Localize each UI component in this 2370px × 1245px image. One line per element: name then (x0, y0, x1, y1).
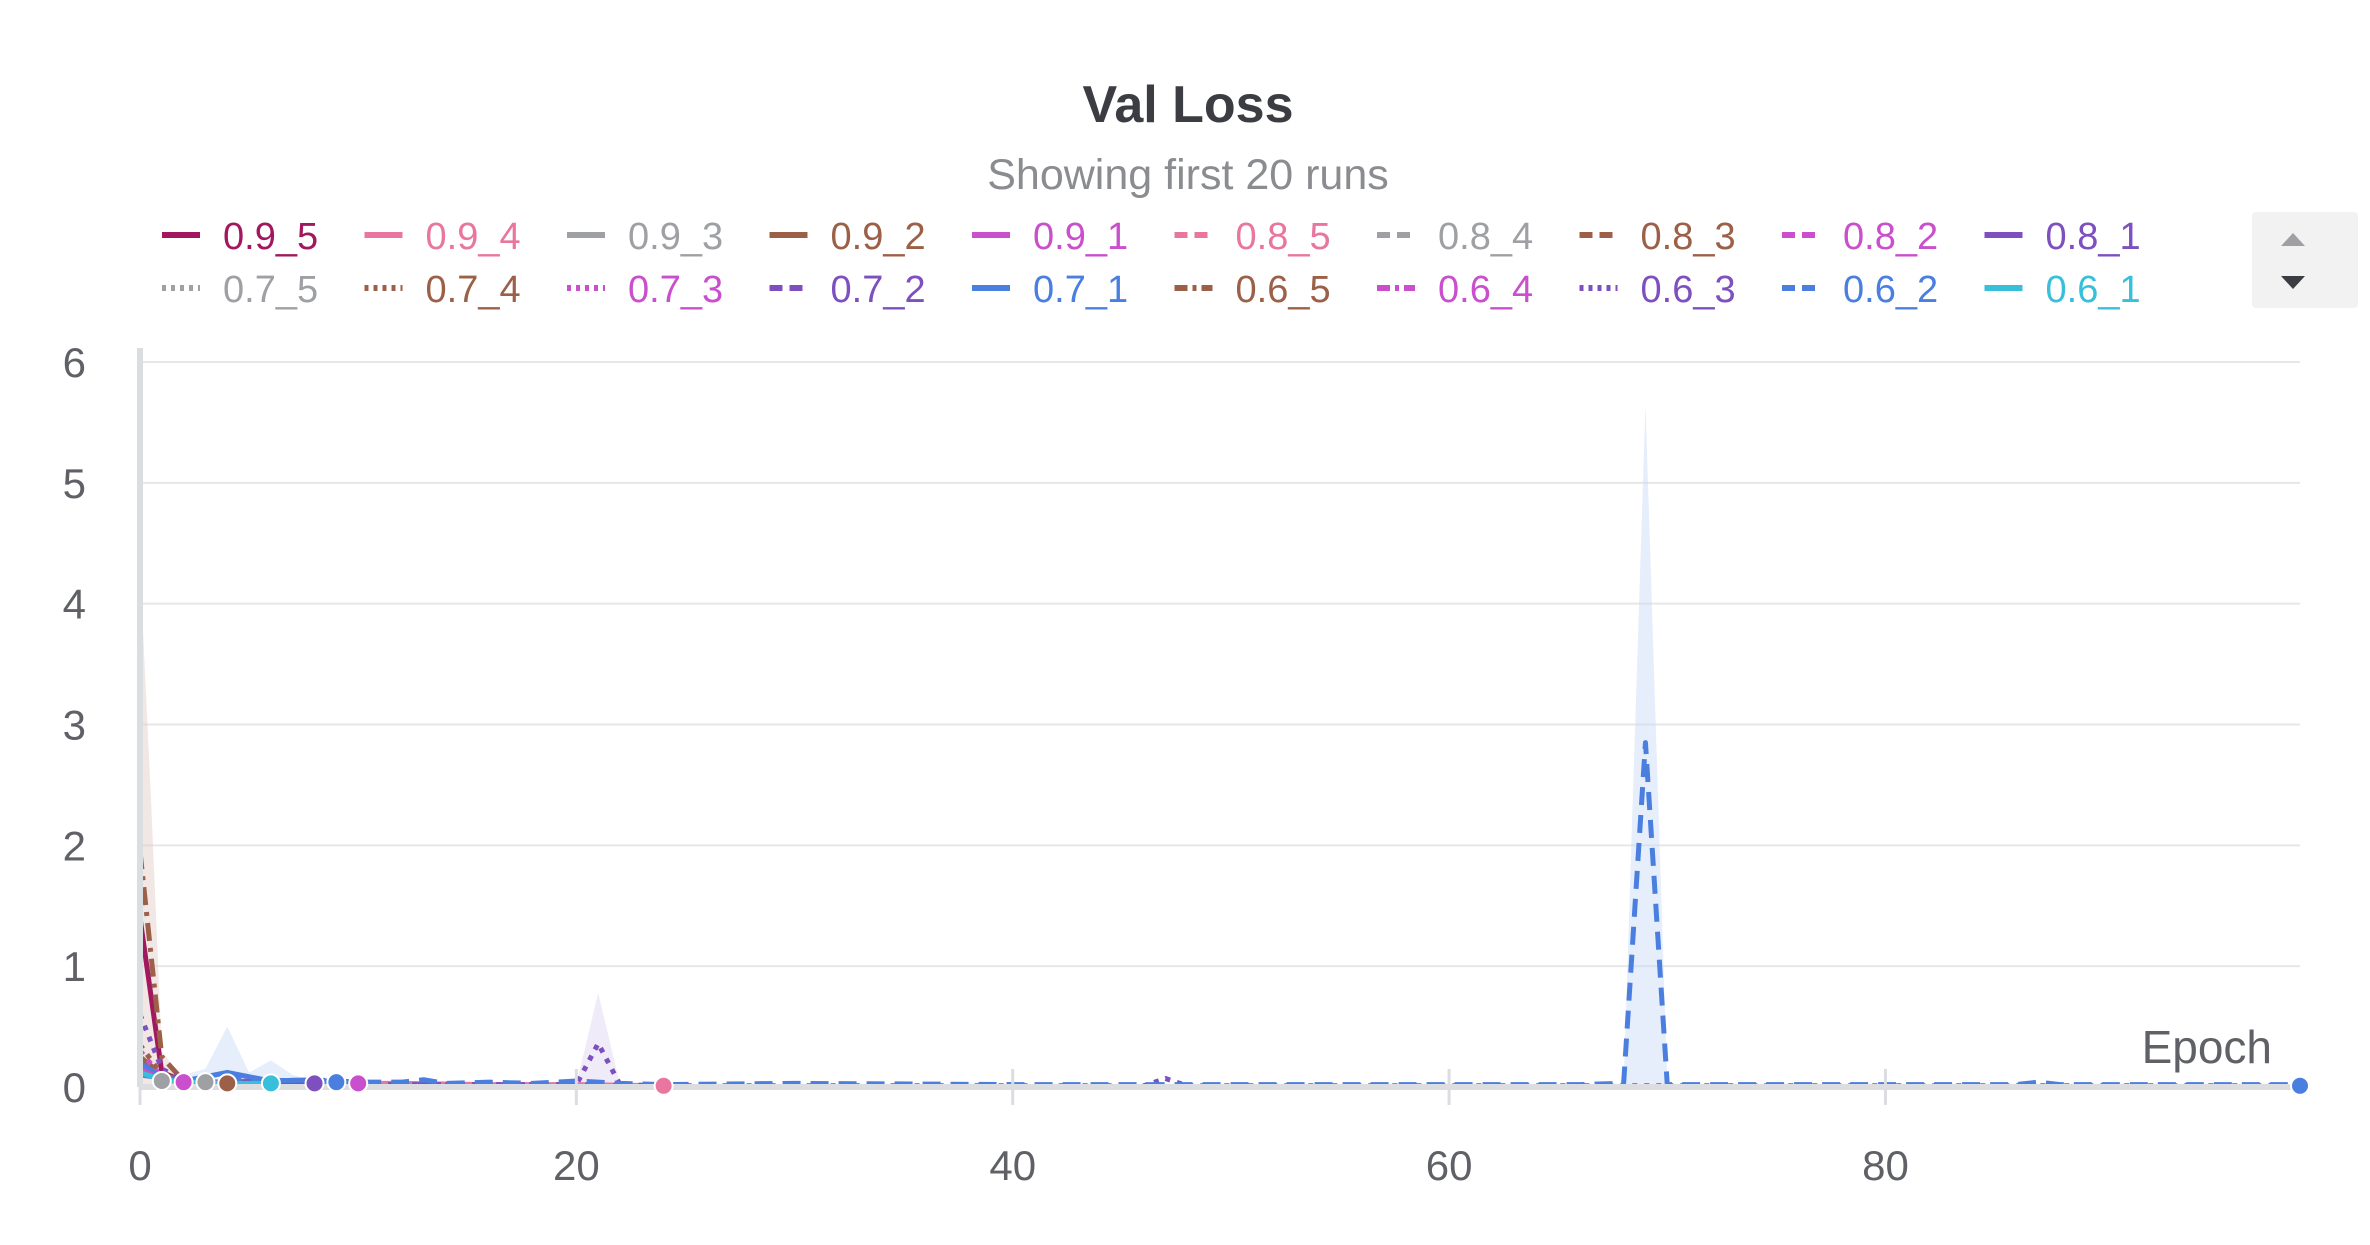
x-tick-label: 20 (553, 1142, 600, 1189)
series-lines (137, 740, 2300, 1089)
end-marker (304, 1073, 325, 1094)
legend-item[interactable]: 0.9_5 (162, 216, 318, 258)
legend: 0.9_5 0.9_4 0.9_3 0.9_2 0.9_1 0.8_5 0.8_4 0.8_3… (162, 216, 2141, 311)
legend-scroll-control (2252, 212, 2358, 308)
legend-label: 0.8_1 (2046, 216, 2141, 258)
y-tick-label: 3 (63, 702, 86, 749)
x-axis-label: Epoch (2142, 1021, 2272, 1073)
end-marker (653, 1075, 674, 1096)
legend-item[interactable]: 0.6_4 (1377, 269, 1533, 311)
legend-item[interactable]: 0.6_2 (1782, 269, 1938, 311)
legend-item[interactable]: 0.6_5 (1174, 269, 1331, 311)
legend-label: 0.6_3 (1641, 269, 1736, 311)
end-marker (326, 1072, 347, 1093)
legend-label: 0.6_4 (1438, 269, 1533, 311)
legend-item[interactable]: 0.7_5 (162, 269, 318, 311)
legend-item[interactable]: 0.8_4 (1377, 216, 1533, 258)
end-marker (217, 1073, 238, 1094)
legend-label: 0.6_1 (2046, 269, 2141, 311)
scroll-down-icon[interactable] (2281, 276, 2305, 289)
legend-item[interactable]: 0.6_3 (1579, 269, 1736, 311)
legend-label: 0.7_1 (1033, 269, 1128, 311)
legend-item[interactable]: 0.6_1 (1984, 269, 2141, 311)
legend-label: 0.8_2 (1843, 216, 1938, 258)
legend-item[interactable]: 0.7_2 (769, 269, 926, 311)
legend-scrollbar (2252, 212, 2358, 308)
end-marker (173, 1072, 194, 1093)
y-tick-label: 2 (63, 822, 86, 869)
legend-item[interactable]: 0.9_3 (567, 216, 723, 258)
legend-label: 0.9_4 (426, 216, 521, 258)
legend-label: 0.8_4 (1438, 216, 1533, 258)
grid (140, 361, 2300, 968)
end-marker (260, 1073, 281, 1094)
confidence-band (183, 1026, 315, 1087)
end-markers (151, 1070, 2310, 1096)
confidence-bands (140, 404, 1668, 1088)
legend-label: 0.9_1 (1033, 216, 1128, 258)
legend-label: 0.7_3 (628, 269, 723, 311)
legend-item[interactable]: 0.7_3 (567, 269, 723, 311)
legend-label: 0.7_5 (223, 269, 318, 311)
legend-label: 0.9_5 (223, 216, 318, 258)
end-marker (151, 1070, 172, 1091)
legend-item[interactable]: 0.9_2 (769, 216, 926, 258)
scroll-up-icon[interactable] (2281, 233, 2305, 246)
legend-label: 0.7_2 (831, 269, 926, 311)
legend-item[interactable]: 0.8_3 (1579, 216, 1736, 258)
end-marker (348, 1073, 369, 1094)
y-tick-label: 5 (63, 460, 86, 507)
end-marker (2290, 1075, 2310, 1096)
end-marker (195, 1072, 216, 1093)
legend-item[interactable]: 0.8_2 (1782, 216, 1938, 258)
x-tick-label: 80 (1862, 1142, 1909, 1189)
legend-label: 0.6_5 (1236, 269, 1331, 311)
legend-item[interactable]: 0.8_5 (1174, 216, 1331, 258)
y-tick-label: 1 (63, 943, 86, 990)
legend-label: 0.6_2 (1843, 269, 1938, 311)
chart-title: Val Loss (1083, 76, 1294, 134)
y-tick-label: 6 (63, 339, 86, 386)
x-tick-label: 40 (989, 1142, 1036, 1189)
legend-label: 0.9_2 (831, 216, 926, 258)
y-tick-label: 4 (63, 581, 86, 628)
legend-label: 0.8_5 (1236, 216, 1331, 258)
y-tick-label: 0 (63, 1064, 86, 1111)
series-line-0.6_2 (139, 740, 2300, 1088)
series-line-0.6_3 (137, 1013, 2300, 1089)
confidence-band (140, 567, 184, 1087)
legend-item[interactable]: 0.9_4 (364, 216, 521, 258)
legend-label: 0.8_3 (1641, 216, 1736, 258)
legend-label: 0.7_4 (426, 269, 521, 311)
x-tick-label: 60 (1426, 1142, 1473, 1189)
legend-label: 0.9_3 (628, 216, 723, 258)
confidence-band (576, 992, 620, 1087)
chart-subtitle: Showing first 20 runs (987, 151, 1389, 199)
legend-item[interactable]: 0.7_4 (364, 269, 521, 311)
legend-item[interactable]: 0.9_1 (972, 216, 1128, 258)
legend-item[interactable]: 0.7_1 (972, 269, 1128, 311)
x-tick-label: 0 (128, 1142, 151, 1189)
legend-item[interactable]: 0.8_1 (1984, 216, 2141, 258)
